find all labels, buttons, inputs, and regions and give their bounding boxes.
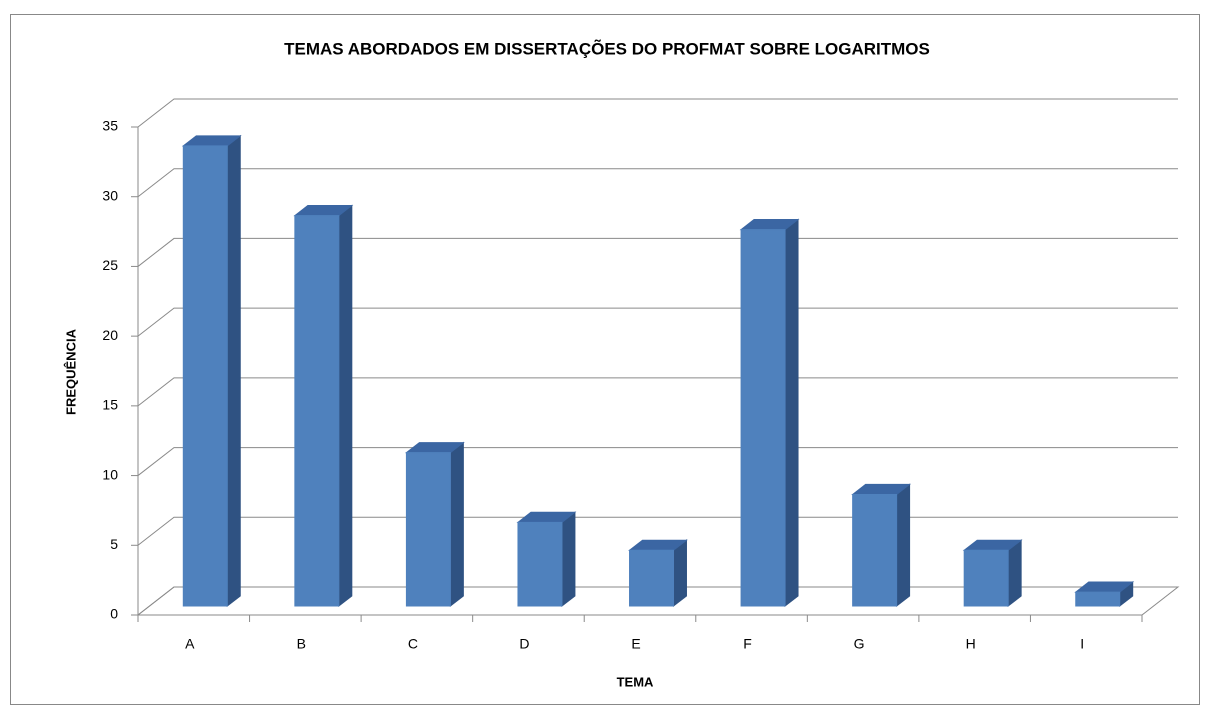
bar [1074,580,1135,608]
bar-front [517,521,563,607]
bar-front [1075,591,1121,607]
bar-side [896,483,911,608]
grid-line [137,586,1178,616]
chart-title: TEMAS ABORDADOS EM DISSERTAÇÕES DO PROFM… [284,38,930,58]
bar [962,539,1023,608]
grid-line [137,516,1178,546]
bar-front [963,549,1009,607]
bar [404,441,465,608]
bar-side [1007,539,1022,608]
bar-front [852,493,898,607]
bar-side [561,511,576,608]
bar-side [673,539,687,608]
bar [739,218,800,608]
x-tick-label: C [408,636,418,652]
grid-line [137,377,1178,407]
x-tick-label: E [631,636,640,652]
bar-side [784,218,799,608]
y-tick-label: 0 [110,606,118,622]
y-tick-label: 30 [102,187,118,203]
grid-line [137,98,1178,128]
y-tick-label: 15 [102,397,118,413]
y-tick-label: 20 [102,327,118,343]
grid-line [137,307,1178,337]
x-tick-label: F [743,636,752,652]
y-tick-label: 25 [102,257,118,273]
bar [181,134,242,608]
bar [851,483,912,608]
y-tick-label: 5 [110,536,118,552]
grid-line [137,447,1178,476]
x-tick-label: B [297,636,306,652]
bar-front [182,145,228,607]
bar-front [405,452,451,607]
x-tick-label: I [1080,636,1084,652]
bar-side [338,204,353,608]
bar-front [740,229,786,607]
bar [293,204,354,608]
bar [628,539,688,608]
x-tick-label: G [854,636,865,652]
bar [516,511,577,608]
grid-line [137,237,1178,267]
x-tick-label: D [519,636,529,652]
x-tick-label: H [966,636,976,652]
bar-front [629,549,675,607]
y-axis-label: FREQUÊNCIA [63,328,78,415]
bar-front [294,215,340,607]
x-tick-label: A [185,636,195,652]
bar-side [226,134,241,608]
y-tick-label: 35 [102,118,118,134]
grid-line [137,168,1178,198]
y-tick-label: 10 [102,466,118,482]
x-axis-label: TEMA [617,674,654,689]
bar-side [449,441,464,608]
